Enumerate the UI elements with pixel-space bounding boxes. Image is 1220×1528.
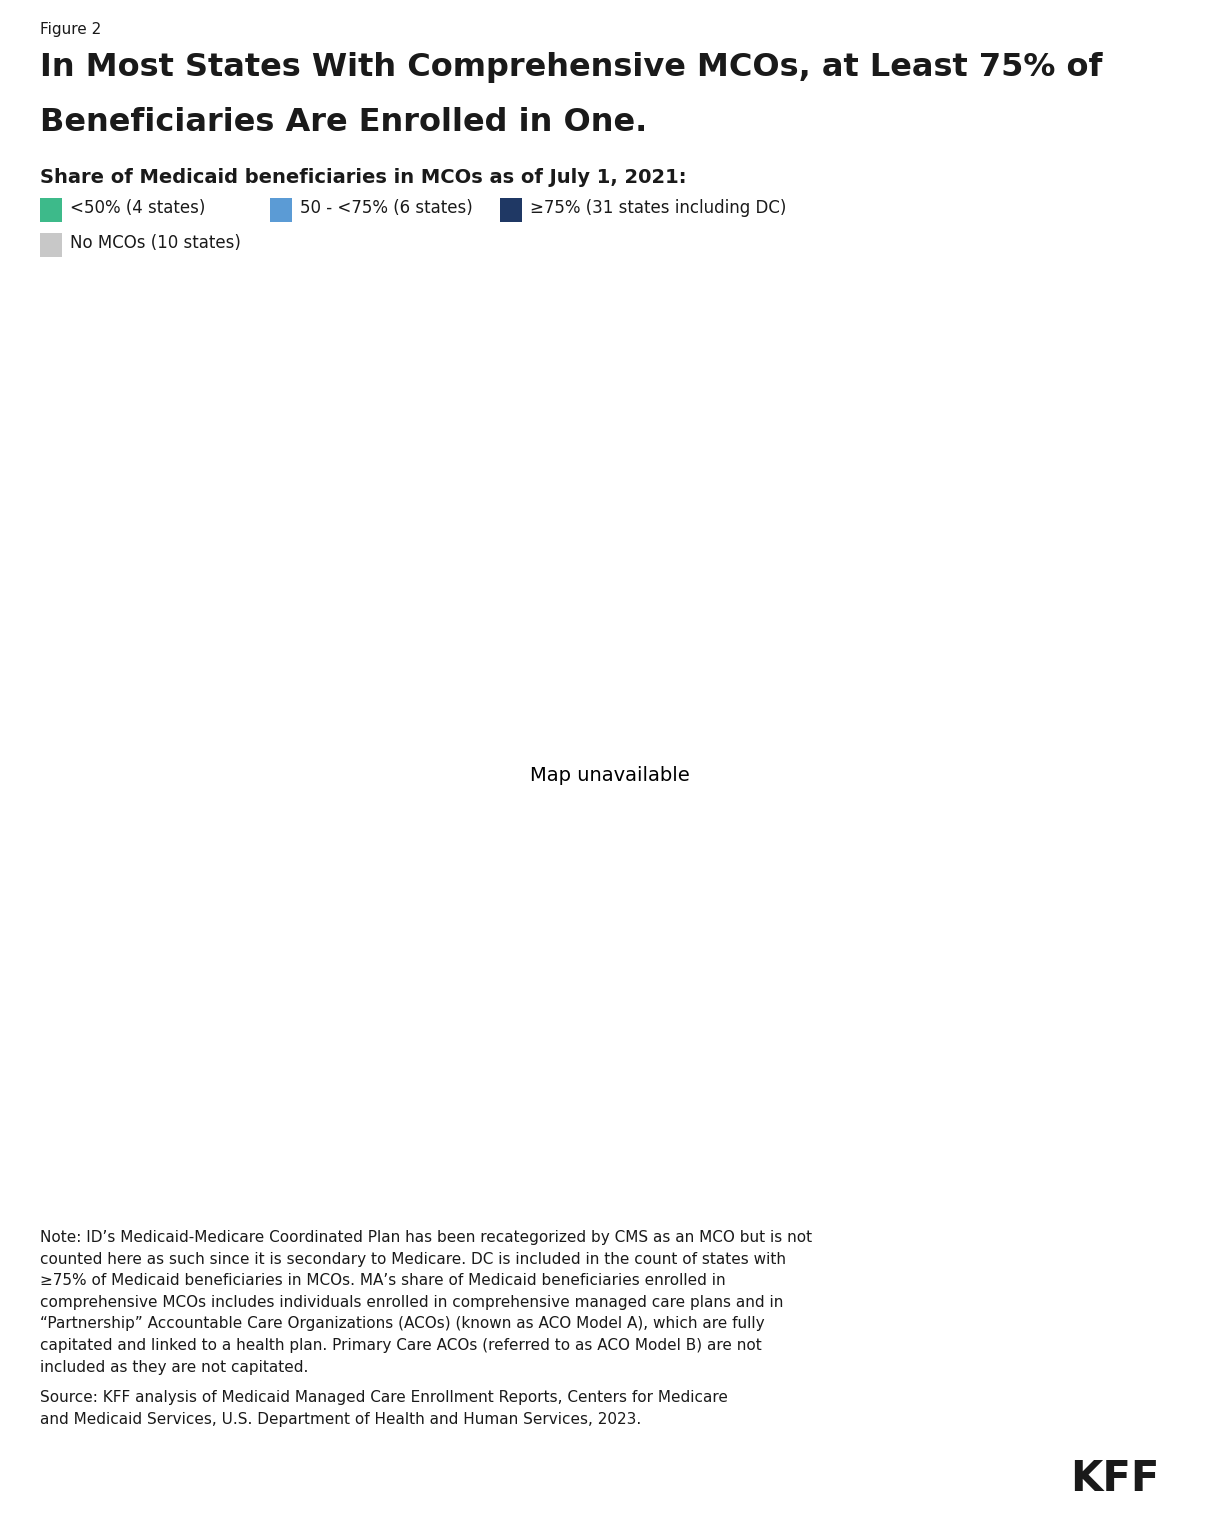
Text: KFF: KFF <box>1071 1458 1160 1500</box>
Text: Share of Medicaid beneficiaries in MCOs as of July 1, 2021:: Share of Medicaid beneficiaries in MCOs … <box>40 168 687 186</box>
Text: Note: ID’s Medicaid-Medicare Coordinated Plan has been recategorized by CMS as a: Note: ID’s Medicaid-Medicare Coordinated… <box>40 1230 813 1375</box>
Text: In Most States With Comprehensive MCOs, at Least 75% of: In Most States With Comprehensive MCOs, … <box>40 52 1103 83</box>
Text: <50% (4 states): <50% (4 states) <box>70 200 205 217</box>
Text: Source: KFF analysis of Medicaid Managed Care Enrollment Reports, Centers for Me: Source: KFF analysis of Medicaid Managed… <box>40 1390 728 1427</box>
Text: Figure 2: Figure 2 <box>40 21 101 37</box>
Text: Map unavailable: Map unavailable <box>531 766 689 785</box>
Text: Beneficiaries Are Enrolled in One.: Beneficiaries Are Enrolled in One. <box>40 107 648 138</box>
Text: ≥75% (31 states including DC): ≥75% (31 states including DC) <box>529 200 787 217</box>
Text: No MCOs (10 states): No MCOs (10 states) <box>70 234 240 252</box>
Text: 50 - <75% (6 states): 50 - <75% (6 states) <box>300 200 473 217</box>
